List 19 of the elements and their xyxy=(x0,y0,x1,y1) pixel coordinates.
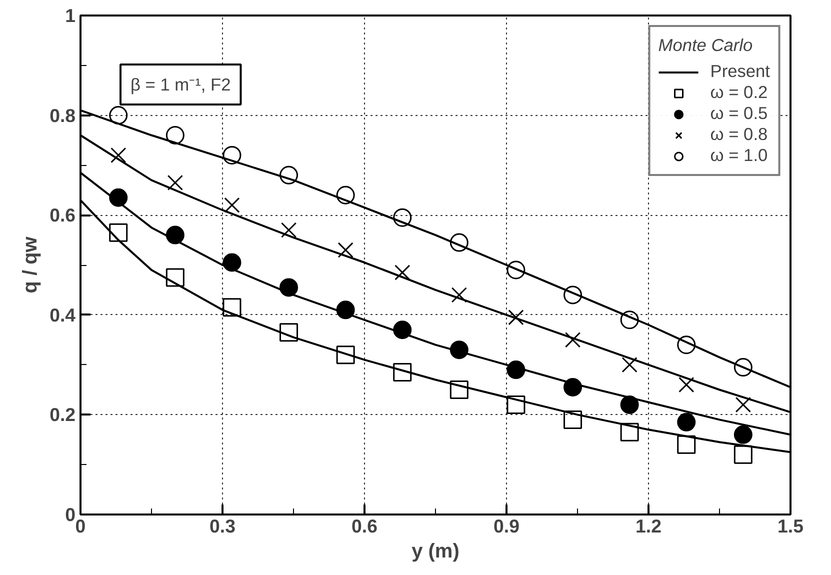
x-axis-title: y (m) xyxy=(412,540,460,562)
x-tick-label: 0.3 xyxy=(210,516,236,536)
legend-label: ω = 0.8 xyxy=(710,124,768,145)
legend-label: ω = 1.0 xyxy=(710,145,768,166)
y-axis-title: q / qw xyxy=(20,236,42,294)
x-tick-label: 1.5 xyxy=(778,516,804,536)
x-tick-label: 0.6 xyxy=(352,516,378,536)
y-tick-label: 0.6 xyxy=(50,204,76,226)
legend-label: ω = 0.2 xyxy=(710,82,768,103)
y-tick-label: 1 xyxy=(65,5,76,26)
x-tick-label: 1.2 xyxy=(636,516,662,536)
y-tick-label: 0.2 xyxy=(50,404,76,426)
y-tick-label: 0.4 xyxy=(50,304,76,326)
legend-title: Monte Carlo xyxy=(658,35,754,56)
y-tick-label: 0.8 xyxy=(50,104,76,126)
x-tick-label: 0.9 xyxy=(494,516,520,536)
legend-label: Present xyxy=(710,61,770,82)
legend-label: ω = 0.5 xyxy=(710,103,768,124)
annotation: β = 1 m⁻¹, F2 xyxy=(130,74,231,94)
